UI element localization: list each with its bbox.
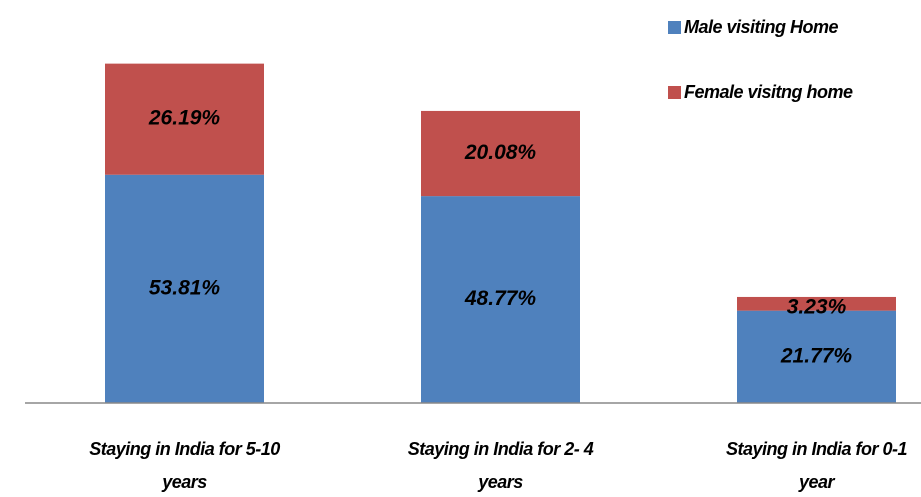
legend-label: Female visitng home (684, 82, 853, 102)
data-label: 3.23% (787, 295, 847, 318)
x-tick-label: Staying in India for 2- 4 years (408, 439, 594, 492)
data-label: 21.77% (780, 344, 853, 367)
bar-segment (421, 110, 580, 197)
data-label: 48.77% (464, 287, 537, 310)
x-tick-label: Staying in India for 5-10 years (89, 439, 280, 492)
data-label: 20.08% (464, 141, 537, 164)
legend-swatch (668, 21, 681, 34)
bar-segment (737, 310, 896, 403)
x-tick-label: Staying in India for 0-1 year (726, 439, 908, 492)
legend-swatch (668, 86, 681, 99)
data-label: 53.81% (149, 276, 221, 299)
legend-label: Male visiting Home (684, 17, 839, 37)
bar-segment (737, 296, 896, 311)
data-label: 26.19% (148, 107, 221, 130)
bar-segment (105, 174, 264, 403)
bar-segment (105, 63, 264, 175)
bar-segment (421, 196, 580, 403)
